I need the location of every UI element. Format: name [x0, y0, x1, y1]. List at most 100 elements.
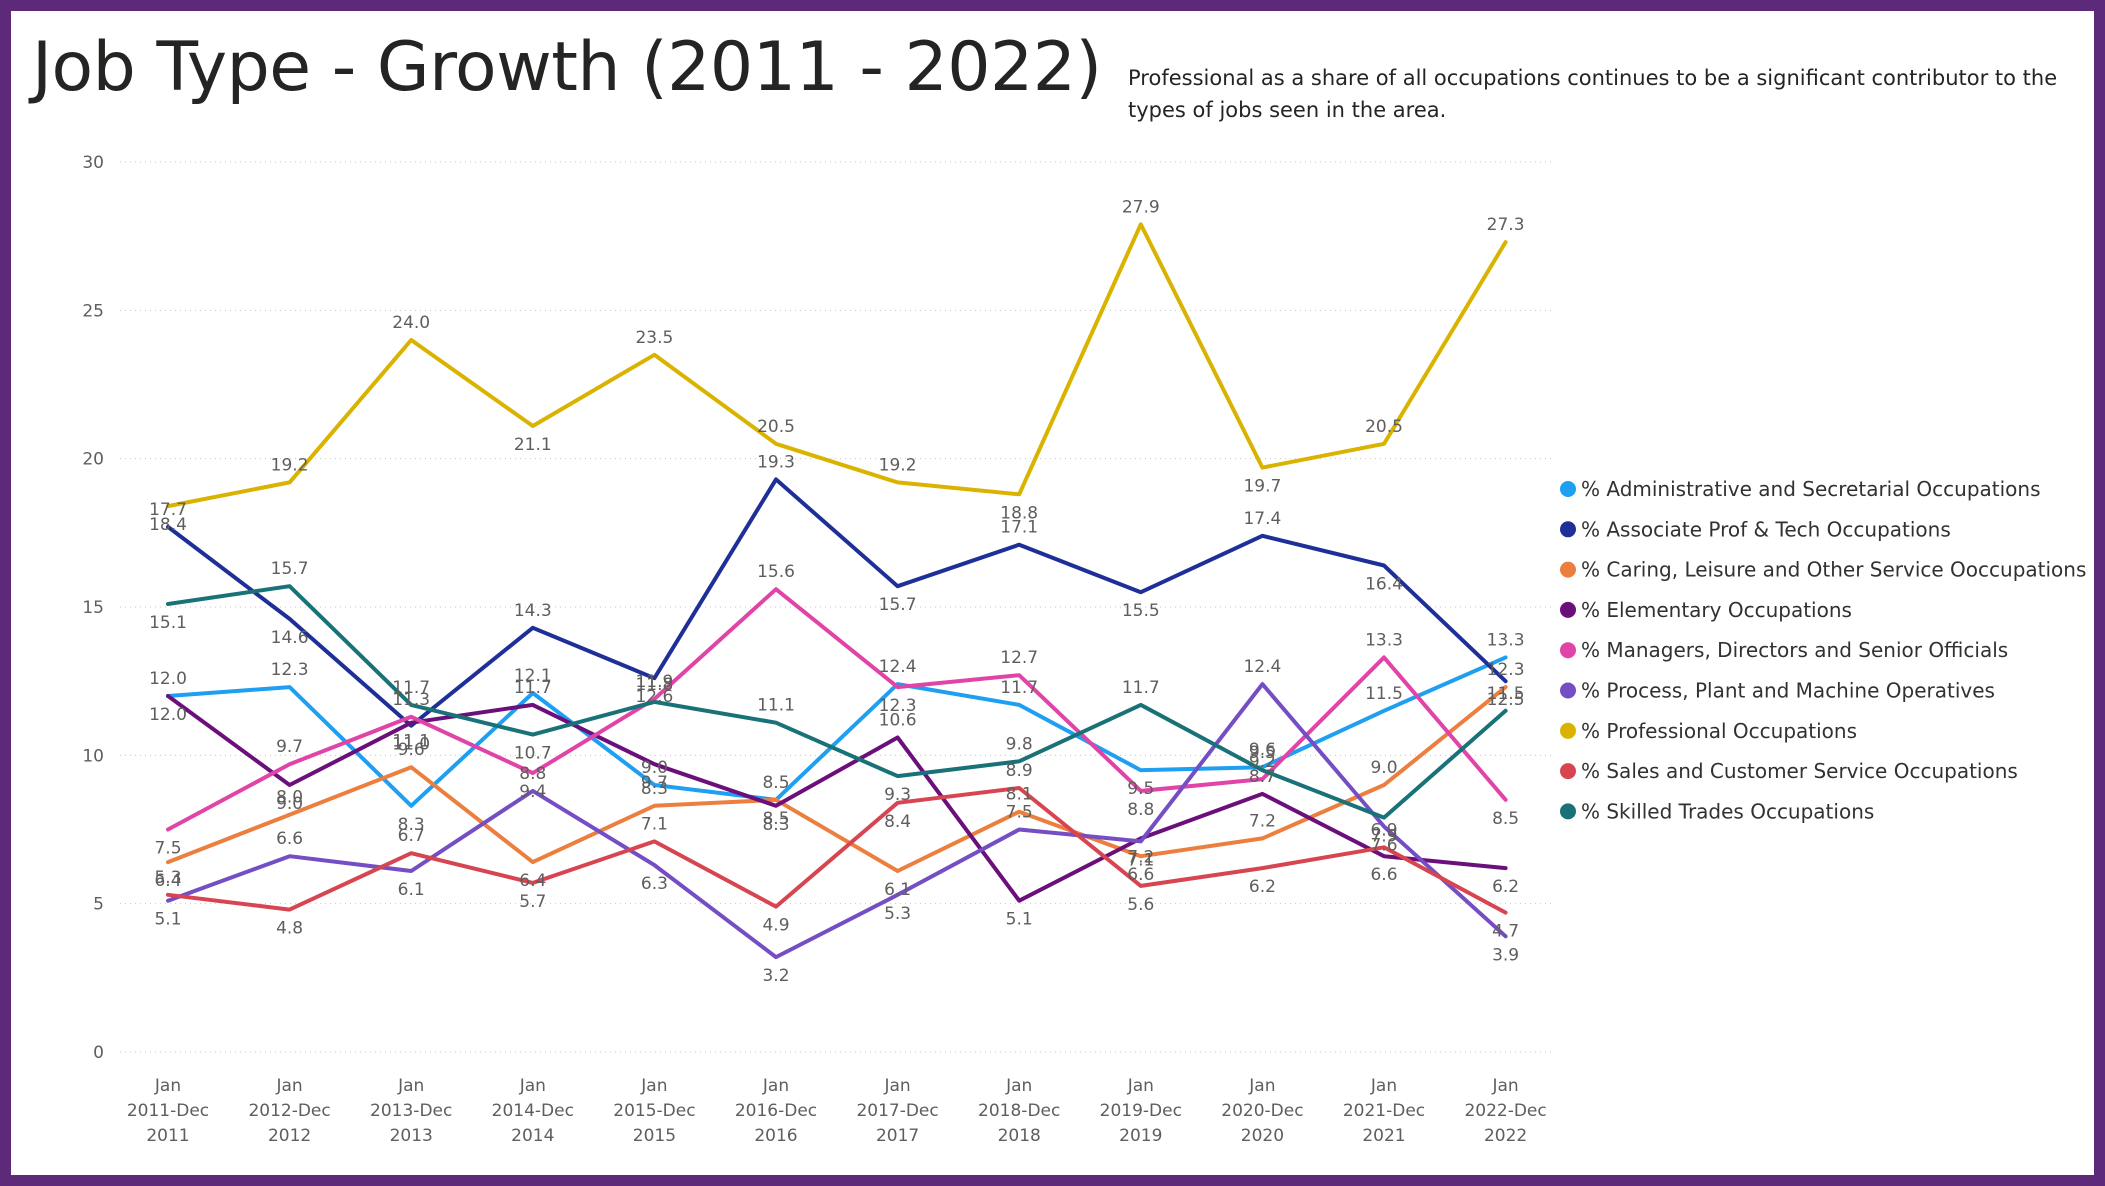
legend-item[interactable]: % Administrative and Secretarial Occupat… — [1560, 477, 2041, 501]
data-label: 11.7 — [1122, 678, 1160, 698]
series-line-2[interactable] — [166, 685, 1508, 873]
legend-label: % Administrative and Secretarial Occupat… — [1581, 477, 2041, 501]
data-label: 8.7 — [1249, 767, 1276, 787]
data-label: 6.7 — [398, 826, 425, 846]
data-label: 9.5 — [1127, 779, 1154, 799]
data-label: 8.4 — [884, 812, 911, 832]
data-label: 8.3 — [641, 779, 668, 799]
legend-item[interactable]: % Managers, Directors and Senior Officia… — [1560, 638, 2008, 662]
legend[interactable]: % Administrative and Secretarial Occupat… — [1560, 477, 2086, 823]
legend-label: % Associate Prof & Tech Occupations — [1581, 517, 1951, 541]
data-label: 4.9 — [762, 916, 789, 936]
data-label: 6.6 — [1127, 865, 1154, 885]
data-label: 11.1 — [757, 696, 795, 716]
data-label: 9.0 — [1370, 758, 1397, 778]
x-tick-label: Jan 2011-Dec 2011 — [127, 1076, 209, 1146]
x-tick-label: Jan 2015-Dec 2015 — [613, 1076, 695, 1146]
data-label: 14.3 — [514, 601, 552, 621]
data-label: 8.3 — [762, 815, 789, 835]
data-label: 24.0 — [392, 313, 430, 333]
data-label: 5.3 — [154, 868, 181, 888]
legend-item[interactable]: % Elementary Occupations — [1560, 598, 1852, 622]
data-label: 9.7 — [641, 773, 668, 793]
data-label: 9.0 — [641, 758, 668, 778]
data-label: 9.5 — [1249, 743, 1276, 763]
legend-item[interactable]: % Process, Plant and Machine Operatives — [1560, 679, 1995, 703]
legend-marker-icon — [1560, 481, 1576, 497]
y-tick-label: 25 — [82, 301, 104, 321]
data-label: 27.3 — [1487, 215, 1525, 235]
y-tick-label: 10 — [82, 746, 104, 766]
data-label: 15.7 — [879, 595, 917, 615]
legend-item[interactable]: % Associate Prof & Tech Occupations — [1560, 517, 1951, 541]
data-label: 12.0 — [149, 669, 187, 689]
data-label: 5.7 — [519, 892, 546, 912]
data-label: 6.9 — [1370, 820, 1397, 840]
series-line-7[interactable] — [166, 786, 1508, 915]
data-label: 10.6 — [879, 711, 917, 731]
data-label: 7.2 — [1127, 847, 1154, 867]
legend-marker-icon — [1560, 601, 1576, 618]
data-label: 6.3 — [641, 874, 668, 894]
data-label: 16.4 — [1365, 574, 1403, 594]
data-label: 11.7 — [1000, 678, 1038, 698]
data-label: 9.3 — [884, 785, 911, 805]
data-label: 9.7 — [276, 737, 303, 757]
data-label: 8.5 — [1492, 809, 1519, 829]
data-label: 6.6 — [1370, 865, 1397, 885]
data-label: 6.2 — [1492, 877, 1519, 897]
data-label: 11.5 — [1365, 684, 1403, 704]
legend-label: % Skilled Trades Occupations — [1581, 799, 1874, 823]
data-label: 13.3 — [1487, 630, 1525, 650]
y-tick-label: 20 — [82, 450, 104, 470]
series-line-6[interactable] — [166, 222, 1508, 509]
legend-item[interactable]: % Professional Occupations — [1560, 719, 1857, 743]
legend-marker-icon — [1560, 521, 1576, 538]
data-label: 19.2 — [271, 455, 309, 475]
data-label: 15.1 — [149, 613, 187, 633]
y-tick-label: 30 — [82, 153, 104, 173]
legend-marker-icon — [1560, 722, 1576, 739]
data-label: 10.7 — [514, 744, 552, 764]
data-label: 11.7 — [392, 678, 430, 698]
x-tick-label: Jan 2018-Dec 2018 — [978, 1076, 1060, 1146]
data-label: 9.2 — [1249, 752, 1276, 772]
data-label: 5.1 — [154, 910, 181, 930]
x-tick-label: Jan 2016-Dec 2016 — [735, 1076, 817, 1146]
series-line-5[interactable] — [166, 682, 1508, 960]
data-label: 4.8 — [276, 919, 303, 939]
data-label: 9.6 — [1249, 740, 1276, 760]
data-label: 12.3 — [271, 660, 309, 680]
data-label: 11.7 — [514, 678, 552, 698]
data-label: 11.3 — [392, 690, 430, 710]
data-label: 11.9 — [635, 672, 673, 692]
data-label: 19.7 — [1243, 477, 1281, 497]
series-line-4[interactable] — [166, 587, 1508, 832]
data-label: 4.7 — [1492, 922, 1519, 942]
legend-item[interactable]: % Caring, Leisure and Other Service Oocc… — [1560, 558, 2086, 582]
data-label: 6.1 — [398, 880, 425, 900]
series-line-1[interactable] — [166, 477, 1508, 728]
data-label: 11.8 — [635, 675, 673, 695]
x-tick-label: Jan 2014-Dec 2014 — [492, 1076, 574, 1146]
data-label: 11.0 — [392, 735, 430, 755]
data-label: 7.2 — [1249, 811, 1276, 831]
series-line-8[interactable] — [166, 584, 1508, 820]
data-label: 5.3 — [884, 904, 911, 924]
legend-marker-icon — [1560, 642, 1576, 659]
data-label: 12.4 — [879, 657, 917, 677]
x-tick-label: Jan 2013-Dec 2013 — [370, 1076, 452, 1146]
data-label: 12.1 — [514, 666, 552, 686]
legend-item[interactable]: % Sales and Customer Service Occupations — [1560, 759, 2018, 783]
legend-label: % Caring, Leisure and Other Service Oocc… — [1581, 558, 2086, 582]
series-line-3[interactable] — [166, 694, 1508, 903]
legend-marker-icon — [1560, 763, 1576, 780]
legend-label: % Professional Occupations — [1581, 719, 1857, 743]
data-label: 19.3 — [757, 452, 795, 472]
x-axis: Jan 2011-Dec 2011 Jan 2012-Dec 2012 Jan 2013-De… — [127, 1076, 1547, 1146]
page-title: Job Type - Growth (2011 - 2022) — [32, 28, 1102, 107]
data-label: 12.3 — [1487, 660, 1525, 680]
legend-item[interactable]: % Skilled Trades Occupations — [1560, 799, 1874, 823]
